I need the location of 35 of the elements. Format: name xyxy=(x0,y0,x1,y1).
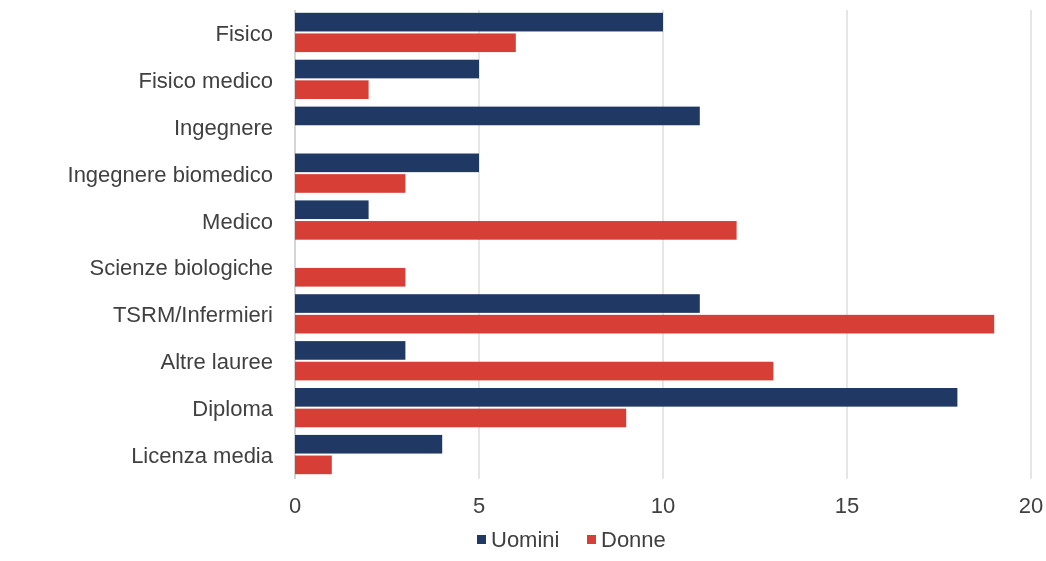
y-tick-label: Ingegnere biomedico xyxy=(67,161,273,187)
y-tick-label: Fisico medico xyxy=(138,67,273,93)
bar xyxy=(295,361,774,381)
x-tick-label: 15 xyxy=(834,493,860,518)
bar xyxy=(295,153,479,173)
bar xyxy=(295,174,406,193)
bar xyxy=(295,314,995,334)
x-tick-label: 0 xyxy=(288,493,302,518)
y-tick-label: TSRM/Infermieri xyxy=(112,302,273,328)
bar xyxy=(295,200,369,220)
bar xyxy=(295,33,516,53)
y-tick-label: Medico xyxy=(202,208,273,234)
bar xyxy=(295,294,700,313)
bar xyxy=(295,388,958,407)
y-tick-label: Fisico xyxy=(215,20,273,46)
bar xyxy=(295,341,406,360)
bar xyxy=(295,221,737,240)
x-tick-label: 20 xyxy=(1018,493,1044,518)
bar xyxy=(295,59,479,79)
y-tick-label: Scienze biologiche xyxy=(89,255,273,281)
y-tick-label: Altre lauree xyxy=(160,349,273,375)
x-tick-label: 10 xyxy=(650,493,676,518)
legend-label: Uomini xyxy=(491,527,560,552)
legend-label: Donne xyxy=(601,527,666,552)
y-tick-label: Ingegnere xyxy=(173,114,273,140)
bar xyxy=(295,408,627,428)
x-tick-label: 5 xyxy=(472,493,486,518)
bar xyxy=(295,267,406,287)
bar xyxy=(295,12,663,32)
y-tick-label: Diploma xyxy=(192,396,274,422)
bar xyxy=(295,80,369,99)
bar xyxy=(295,106,700,126)
y-tick-label: Licenza media xyxy=(131,443,274,469)
bar xyxy=(295,455,332,475)
bar xyxy=(295,434,443,454)
